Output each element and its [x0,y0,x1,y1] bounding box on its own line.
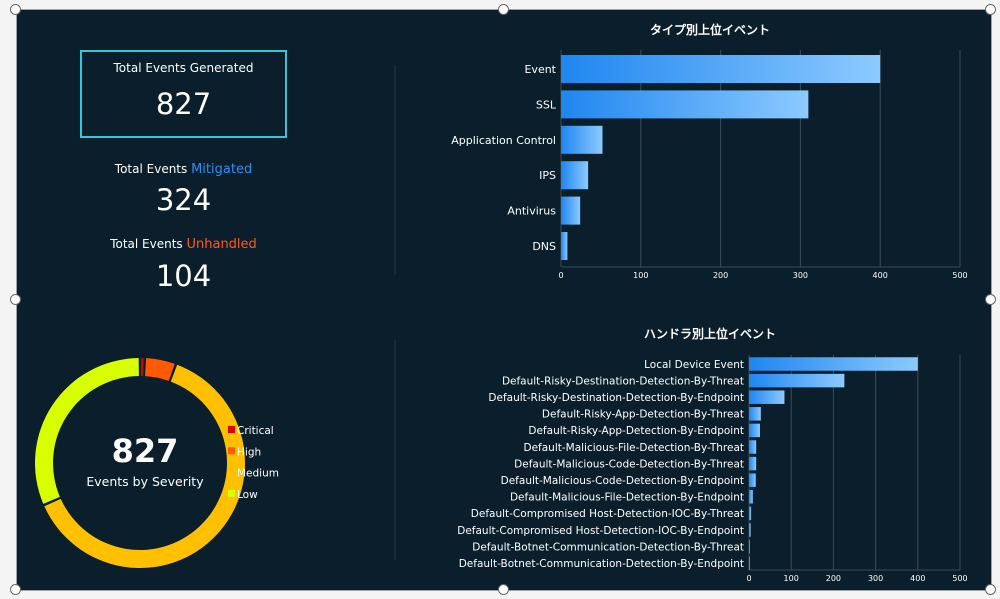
resize-handle-bottom[interactable] [498,584,509,595]
mitigated-word: Mitigated [191,162,253,177]
generated-value: 827 [155,87,212,121]
handler-bar [749,407,761,421]
type-bar [561,90,809,119]
legend-label: Medium [237,468,279,480]
severity-slice [141,358,144,377]
type-category-label: Antivirus [507,205,556,218]
legend-swatch [228,426,235,433]
total-generated-card: Total Events Generated 827 [80,50,287,138]
handler-bar [749,456,757,471]
handler-category-label: Default-Malicious-Code-Detection-By-Thre… [514,458,744,470]
handler-category-label: Default-Risky-Destination-Detection-By-T… [502,375,744,387]
severity-donut-chart: 827 Events by Severity Critical High Medium L… [35,358,279,568]
handler-category-label: Default-Risky-Destination-Detection-By-E… [488,392,744,404]
resize-handle-right[interactable] [985,294,996,305]
type-bar [561,161,589,190]
unhandled-label: Total Events Unhandled [80,237,287,252]
handler-tick-label: 300 [868,574,883,583]
handler-tick-label: 500 [952,574,967,583]
handler-category-label: Default-Risky-App-Detection-By-Threat [542,409,744,421]
handler-category-label: Local Device Event [644,359,744,371]
handler-category-label: Default-Malicious-File-Detection-By-Thre… [523,442,744,454]
handler-bar [749,490,753,504]
handler-bar-chart: ハンドラ別上位イベント 0 100 200 300 400 500 Local Device … [457,326,967,583]
generated-label: Total Events Generated [113,61,254,75]
type-tick-label: 200 [713,271,728,280]
handler-category-label: Default-Botnet-Communication-Detection-B… [459,558,744,570]
resize-handle-top-right[interactable] [985,4,996,15]
donut-center-label: Events by Severity [86,474,204,489]
handler-bar [749,423,760,438]
handler-category-label: Default-Malicious-Code-Detection-By-Endp… [501,475,744,487]
handler-tick-label: 0 [746,574,751,583]
unhandled-word: Unhandled [186,237,257,252]
handler-category-label: Default-Compromised Host-Detection-IOC-B… [457,525,744,537]
legend-label: Low [237,489,258,501]
handler-category-label: Default-Botnet-Communication-Detection-B… [472,541,744,553]
severity-slice [35,358,139,504]
type-bar [561,232,568,260]
type-bar [561,55,881,83]
handler-bar [749,440,757,454]
handler-bar [749,390,785,404]
type-tick-label: 500 [952,271,967,280]
legend-swatch [228,468,235,476]
type-tick-label: 400 [873,271,888,280]
handler-bar [749,506,752,521]
handler-tick-label: 100 [784,574,799,583]
unhandled-value: 104 [155,259,212,293]
handler-bar [749,357,918,371]
handler-bar [749,473,756,487]
resize-handle-left[interactable] [10,294,21,305]
legend-label: High [237,446,261,458]
mitigated-prefix: Total Events [114,162,192,176]
type-tick-label: 0 [558,271,563,280]
type-category-label: Event [524,63,556,76]
resize-handle-top[interactable] [498,4,509,15]
severity-slice [145,358,175,381]
resize-handle-bottom-right[interactable] [985,584,996,595]
handler-category-label: Default-Risky-App-Detection-By-Endpoint [528,425,744,437]
resize-handle-top-left[interactable] [10,4,21,15]
handler-tick-label: 200 [826,574,841,583]
unhandled-prefix: Total Events [110,237,187,251]
donut-center-value: 827 [112,432,179,470]
handler-tick-label: 400 [910,574,925,583]
type-bar [561,125,603,154]
legend-label: Critical [237,425,274,437]
handler-bar [749,523,751,537]
legend-swatch [228,447,235,455]
handler-bar [749,373,845,388]
handler-bar [749,539,750,554]
type-category-label: SSL [536,98,557,111]
handler-chart-title: ハンドラ別上位イベント [644,326,776,341]
resize-handle-bottom-left[interactable] [10,584,21,595]
handler-category-label: Default-Malicious-File-Detection-By-Endp… [510,492,744,504]
handler-category-label: Default-Compromised Host-Detection-IOC-B… [471,508,744,520]
type-bar [561,196,581,225]
legend-swatch [228,489,235,497]
type-chart-title: タイプ別上位イベント [650,22,770,37]
type-bar-chart: タイプ別上位イベント 0 100 200 300 400 500 Event SSL Applic… [451,22,967,280]
type-category-label: DNS [532,240,556,253]
mitigated-value: 324 [155,183,212,217]
mitigated-label: Total Events Mitigated [80,162,287,177]
type-category-label: IPS [539,169,556,182]
handler-bar [749,556,750,570]
type-tick-label: 100 [633,271,648,280]
type-category-label: Application Control [451,134,556,147]
dashboard-frame [16,9,992,591]
type-tick-label: 300 [793,271,808,280]
